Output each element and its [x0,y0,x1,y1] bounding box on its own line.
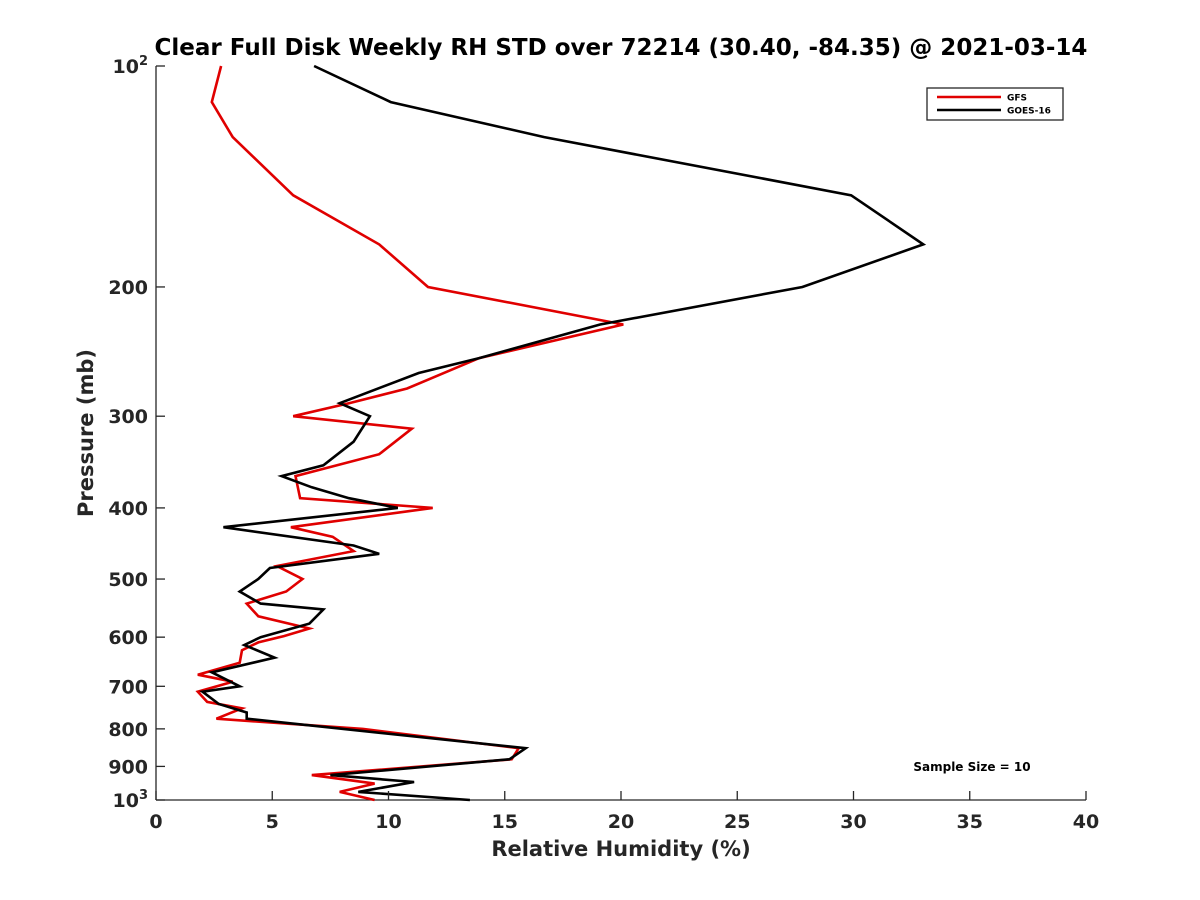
y-axis: 102 200 300 400 500 600 700 800 900 103 [108,54,165,812]
sample-size-annotation: Sample Size = 10 [913,760,1030,774]
y-tick-label: 500 [108,569,148,591]
series-line-gfs [195,65,624,802]
legend-label: GFS [1007,94,1027,104]
x-tick-label: 5 [266,811,279,833]
y-tick-label: 800 [108,719,148,741]
x-axis-label: Relative Humidity (%) [491,837,750,861]
series-line-goes-16 [199,64,927,802]
x-tick-label: 10 [375,811,401,833]
x-axis: 0 5 10 15 20 25 30 35 40 [149,791,1099,833]
chart-title: Clear Full Disk Weekly RH STD over 72214… [155,35,1088,61]
y-tick-label: 900 [108,756,148,778]
x-tick-label: 20 [608,811,634,833]
x-tick-label: 25 [724,811,750,833]
x-tick-label: 30 [840,811,866,833]
x-tick-label: 40 [1073,811,1099,833]
x-tick-label: 0 [149,811,162,833]
y-tick-label: 400 [108,498,148,520]
y-tick-label: 700 [108,676,148,698]
legend-box [926,87,1064,121]
x-tick-label: 35 [957,811,983,833]
y-axis-label: Pressure (mb) [74,349,98,517]
legend: GFS GOES-16 [926,87,1064,121]
x-tick-label: 15 [492,811,518,833]
y-tick-label: 200 [108,277,148,299]
y-tick-label: 600 [108,627,148,649]
y-tick-label: 102 [113,54,149,78]
plot-area [155,64,1086,802]
y-tick-label: 103 [113,788,149,812]
legend-label: GOES-16 [1007,107,1051,117]
y-tick-label: 300 [108,406,148,428]
